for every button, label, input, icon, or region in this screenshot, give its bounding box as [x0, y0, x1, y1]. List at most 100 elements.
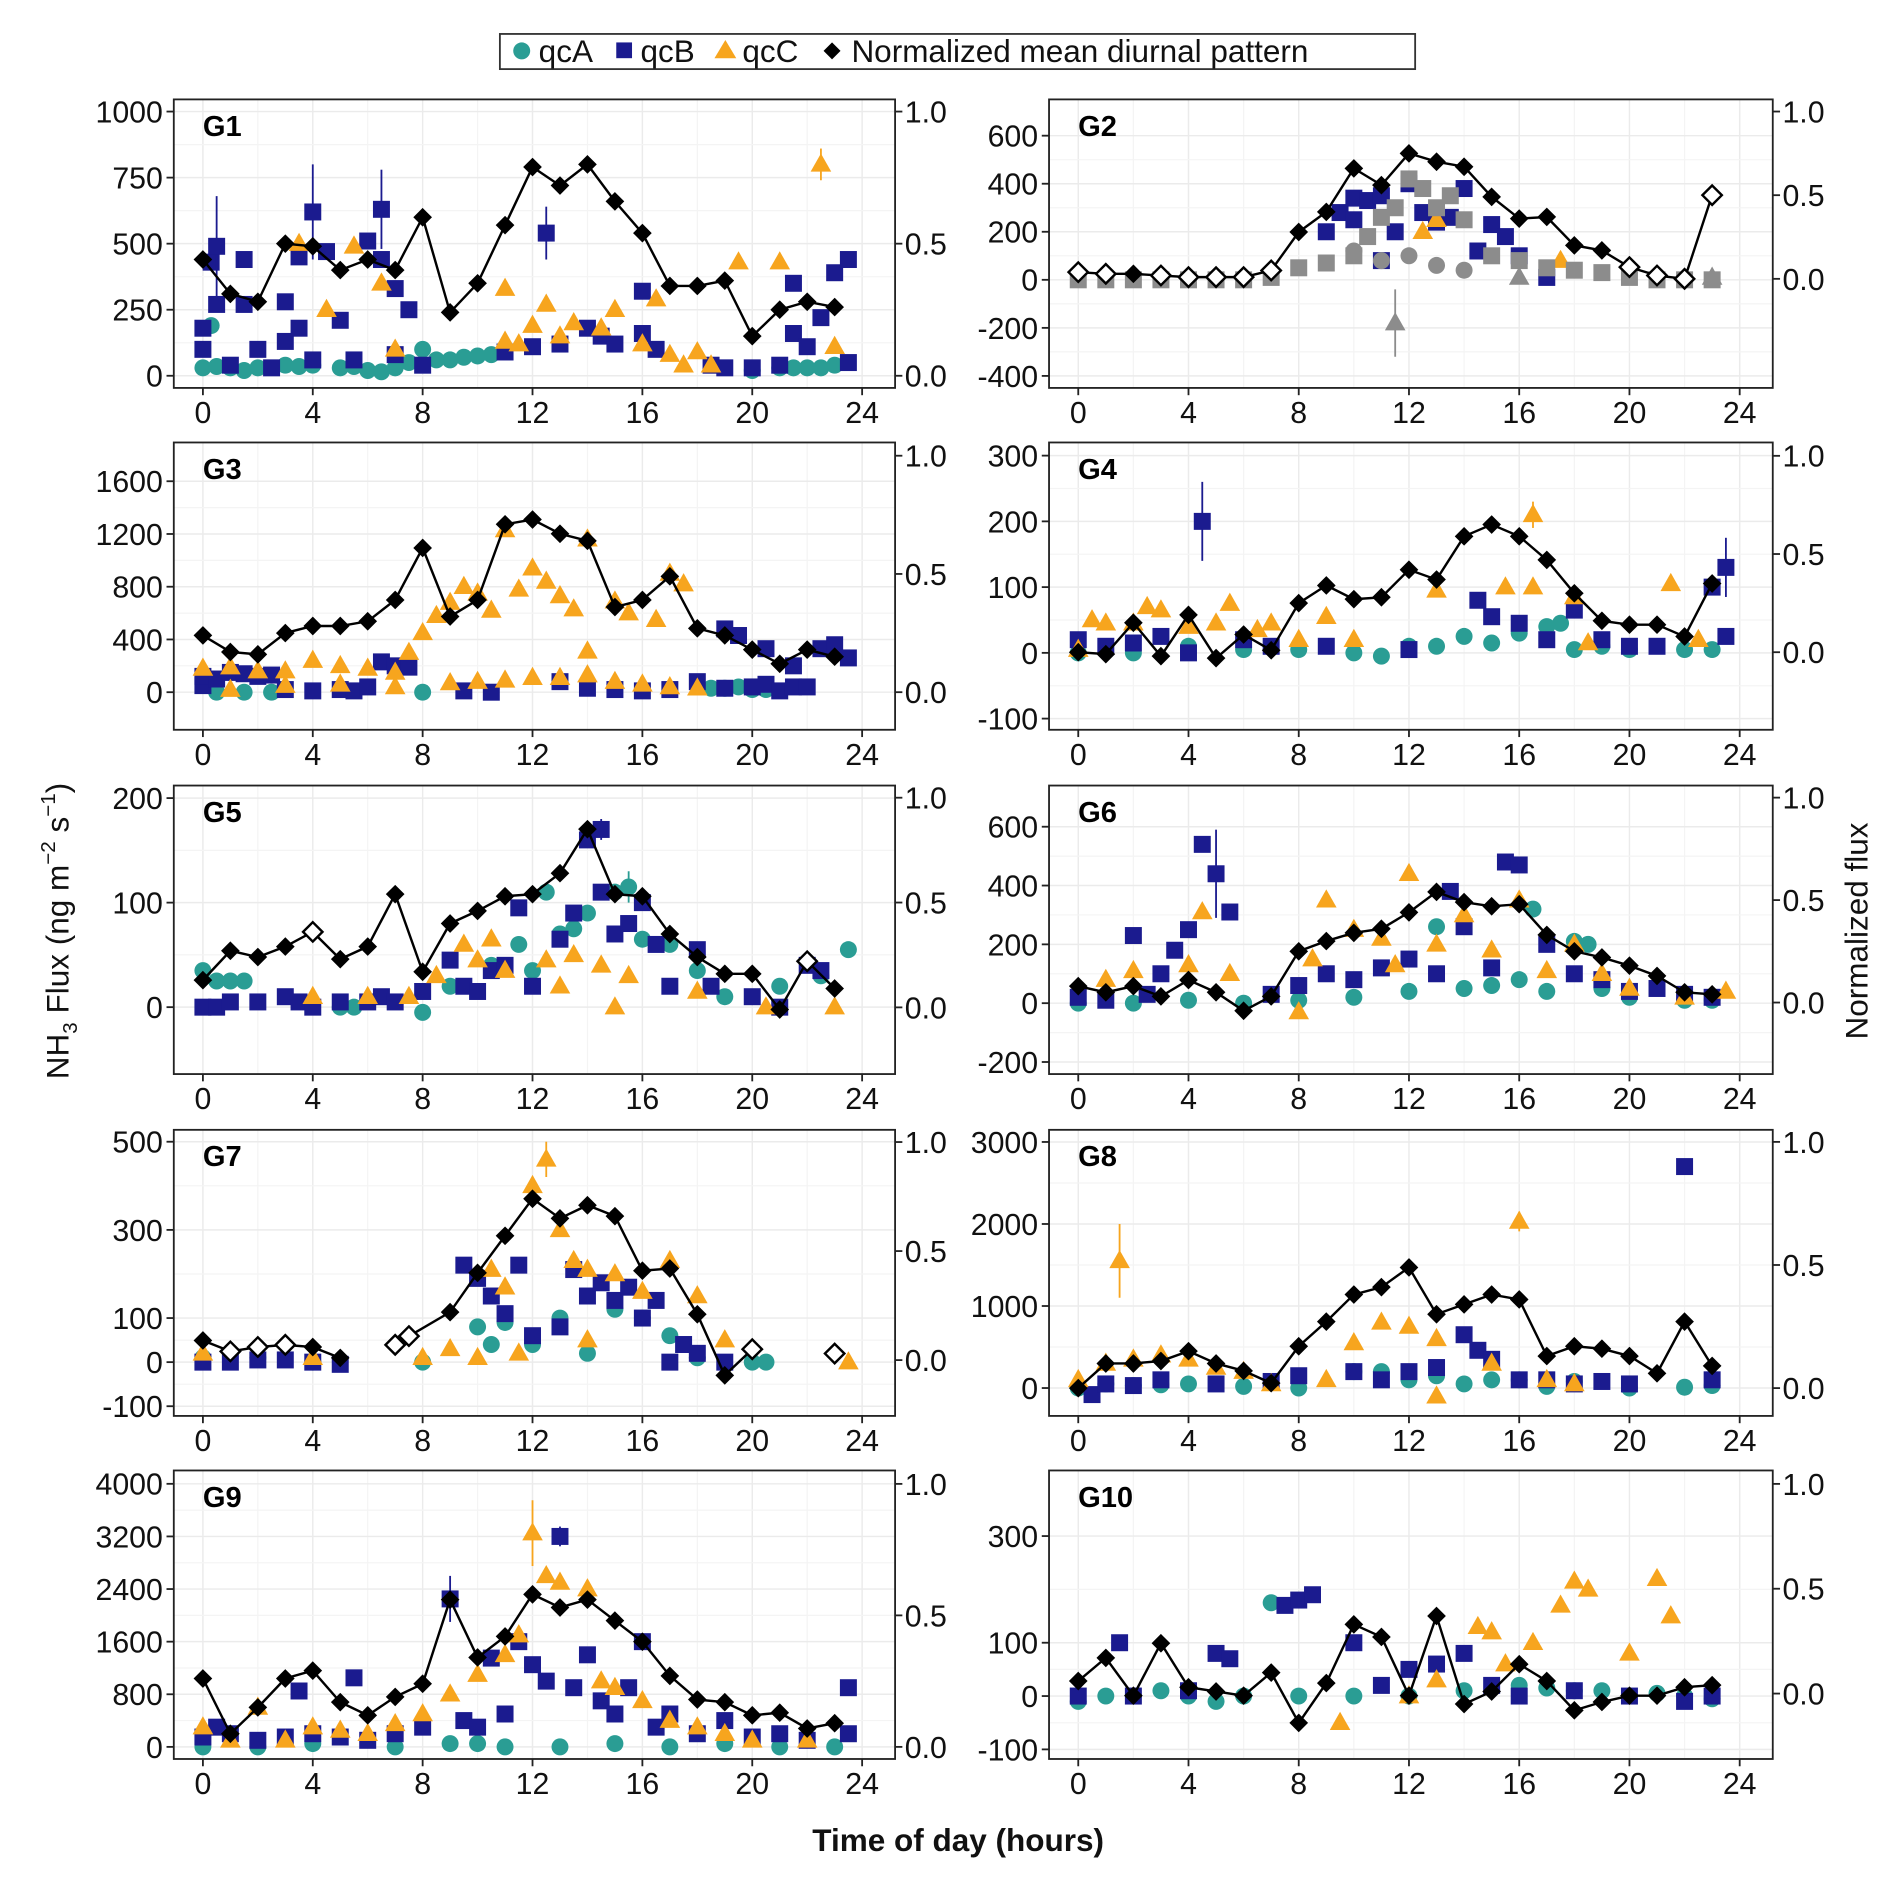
point-qcC [563, 312, 585, 331]
point-grey-square [1317, 254, 1335, 272]
pattern-point [1537, 925, 1557, 945]
point-qcA [1428, 637, 1446, 655]
panel-g7: 0 4 8 12 16 20 24 -100 0 100 300 500 0.0 0.5 1.0 G7 [102, 1127, 947, 1458]
point-grey-circle [1455, 261, 1473, 279]
point-qcB [1304, 1586, 1321, 1604]
pattern-point [468, 1648, 487, 1667]
point-qcC [700, 354, 722, 373]
point-qcC [384, 338, 406, 357]
pattern-point-open [1259, 259, 1283, 282]
point-grey-triangle [1384, 312, 1406, 331]
pattern-point [1289, 1336, 1309, 1356]
point-qcB [661, 977, 679, 995]
point-qcA [1483, 1371, 1501, 1389]
point-qcC [838, 1351, 859, 1370]
pattern-point [193, 626, 213, 645]
point-qcB [757, 675, 775, 693]
point-qcB [1455, 918, 1473, 936]
point-qcB [578, 1646, 596, 1664]
pattern-point-open [1618, 255, 1641, 279]
point-qcC [1564, 1373, 1585, 1392]
point-qcB [1345, 211, 1363, 229]
pattern-point [1234, 1686, 1253, 1706]
point-qcB [1717, 558, 1735, 576]
pattern-point [1151, 1351, 1171, 1371]
point-qcC [494, 277, 516, 296]
legend-diamond-icon [823, 42, 841, 60]
point-qcB [1593, 1372, 1611, 1390]
pattern-point [1564, 1336, 1584, 1356]
pattern-point [1427, 152, 1446, 172]
point-qcC [439, 672, 461, 691]
point-qcB [263, 359, 281, 377]
pattern-point [1454, 1295, 1474, 1314]
pattern-point [1068, 976, 1088, 996]
pattern-point [1344, 923, 1364, 943]
y-axis-title-d: ) [39, 783, 75, 794]
point-qcC [1577, 632, 1599, 651]
pattern-point [687, 1304, 707, 1324]
pattern-point [605, 884, 625, 904]
pattern-point [1372, 1627, 1391, 1647]
point-qcC [508, 578, 530, 597]
pattern-point [330, 949, 350, 969]
point-qcB [1400, 1363, 1418, 1381]
point-qcC [687, 980, 708, 999]
point-qcC [1453, 904, 1475, 923]
point-qcB [1510, 614, 1528, 632]
point-qcC [1619, 1642, 1640, 1661]
pattern-point [303, 1337, 323, 1357]
pattern-point [523, 884, 542, 904]
point-qcB [1276, 1596, 1294, 1614]
pattern-point [330, 1348, 350, 1368]
point-qcC [1522, 503, 1544, 523]
point-qcC [618, 964, 639, 984]
pattern-point [385, 590, 405, 610]
point-qcB [743, 678, 761, 696]
pattern-point [193, 250, 213, 269]
pattern-point [1454, 157, 1474, 177]
pattern-point [1234, 625, 1253, 644]
panel-g3: 0 4 8 12 16 20 24 0 400 800 1200 1600 0.0 0.5 1.0 G3 [95, 441, 946, 772]
panel-g4: 0 4 8 12 16 20 24 -100 0 100 200 300 0.0 0.5 1.0 G4 [977, 441, 1824, 772]
pattern-point [1124, 613, 1143, 633]
point-qcB [400, 301, 418, 319]
pattern-point [1344, 159, 1364, 178]
point-qcB [592, 1274, 610, 1292]
y2-tick-label: 1.0 [905, 1469, 947, 1502]
panel-label: G8 [1078, 1141, 1117, 1173]
point-qcA [1455, 979, 1473, 997]
point-qcB [469, 1718, 487, 1736]
pattern-point [275, 623, 295, 643]
point-qcA [235, 361, 253, 379]
point-qcC [494, 1276, 516, 1295]
point-qcB [1124, 634, 1142, 652]
y-tick-label: 250 [112, 295, 163, 328]
point-qcB [290, 1682, 308, 1700]
pattern-point-open [1094, 262, 1118, 286]
point-qcC [439, 1338, 461, 1357]
point-qcB [290, 248, 308, 266]
point-grey-square [1414, 180, 1432, 198]
pattern-point [715, 1692, 735, 1712]
point-qcB [578, 679, 596, 697]
pattern-point [1372, 175, 1391, 195]
point-qcB [1483, 216, 1501, 234]
point-qcA [551, 1738, 569, 1756]
x-tick-label: 0 [194, 1768, 211, 1801]
pattern-point [1206, 1354, 1226, 1373]
y-tick-label: 200 [988, 929, 1039, 962]
pattern-point [1151, 646, 1171, 666]
point-qcC [1426, 1327, 1447, 1347]
pattern-point [1564, 1700, 1584, 1720]
y-tick-label: 200 [988, 217, 1039, 250]
pattern-point [550, 863, 570, 883]
point-qcA [1124, 994, 1142, 1012]
pattern-point [413, 207, 432, 227]
point-qcB [345, 1669, 363, 1687]
point-qcB [304, 203, 322, 221]
point-qcB [1152, 627, 1170, 645]
point-qcA [1483, 634, 1501, 652]
y2-tick-label: 0.5 [1782, 1250, 1824, 1283]
y2-tick-label: 1.0 [1782, 783, 1824, 816]
